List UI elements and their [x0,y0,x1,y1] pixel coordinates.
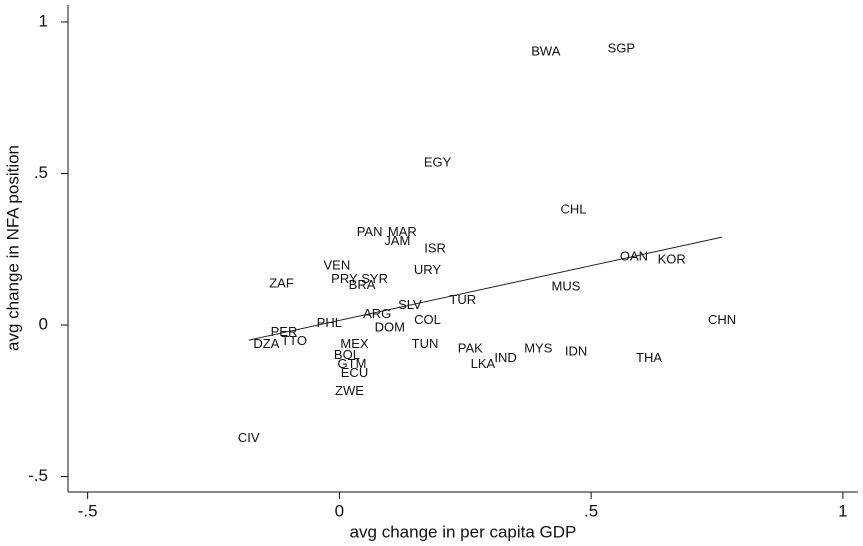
point-label: IDN [565,344,587,359]
y-axis-title: avg change in NFA position [3,145,22,351]
point-label: EGY [424,154,452,169]
point-label: DOM [375,319,405,334]
point-label: SGP [608,41,635,56]
point-label: ZWE [335,383,364,398]
point-label: MAR [388,224,417,239]
point-label: PAK [458,341,483,356]
point-label: ARG [363,306,391,321]
point-label: KOR [658,251,686,266]
point-label: SLV [398,297,422,312]
point-label: ZAF [269,276,294,291]
point-label: IND [494,350,516,365]
point-label: GTM [338,356,367,371]
point-label: OAN [620,248,648,263]
point-label: TUR [449,292,476,307]
point-label: ISR [424,241,446,256]
point-label: CHL [561,201,587,216]
y-tick-label: 0 [39,315,48,334]
y-tick-label: -.5 [28,466,48,485]
point-label: MUS [552,279,581,294]
point-label: ECU [341,365,368,380]
point-label: MEX [340,336,369,351]
x-tick-label: .5 [584,501,598,520]
point-label: BOL [334,347,360,362]
point-label: CIV [238,430,260,445]
fit-line [248,236,723,341]
point-label: DZA [253,336,279,351]
point-label: PAN [357,224,383,239]
point-label: URY [414,262,442,277]
x-axis-title: avg change in per capita GDP [350,522,577,541]
point-label: PER [271,324,298,339]
point-label: THA [636,350,662,365]
point-label: COL [414,312,441,327]
point-label: BWA [531,44,560,59]
y-tick-label: 1 [39,11,48,30]
point-label: PRY [331,271,358,286]
point-label: JAM [384,233,410,248]
point-label: TTO [281,333,307,348]
point-label: LKA [471,356,496,371]
point-label: CHN [708,312,736,327]
y-tick-label: .5 [34,163,48,182]
point-label: SYR [361,271,388,286]
point-label: VEN [324,257,351,272]
point-label: TUN [412,336,439,351]
point-label: MYS [524,341,553,356]
x-tick-label: -.5 [78,501,98,520]
x-tick-label: 1 [838,501,847,520]
x-tick-label: 0 [335,501,344,520]
point-label: BRA [349,277,376,292]
